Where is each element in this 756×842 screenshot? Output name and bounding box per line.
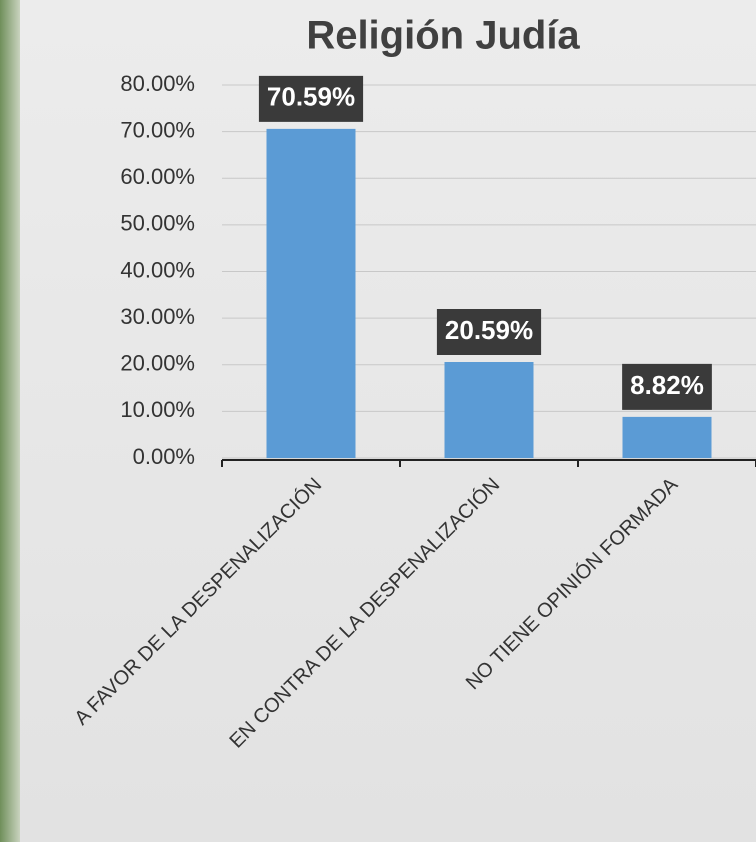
y-tick-label: 20.00% [120, 351, 195, 376]
y-tick-label: 30.00% [120, 304, 195, 329]
y-tick-label: 40.00% [120, 257, 195, 282]
bar [622, 416, 712, 458]
bar [266, 128, 356, 458]
y-tick-label: 50.00% [120, 211, 195, 236]
side-strip [0, 0, 20, 842]
data-label-box [436, 308, 542, 355]
data-label: 8.82% [630, 370, 704, 400]
y-tick-label: 0.00% [133, 444, 195, 469]
data-label-box [258, 75, 364, 122]
y-tick-label: 10.00% [120, 397, 195, 422]
data-label-box [622, 363, 712, 410]
data-label: 70.59% [267, 82, 355, 112]
y-tick-label: 80.00% [120, 71, 195, 96]
data-label: 20.59% [445, 315, 533, 345]
bar [444, 361, 534, 458]
y-tick-label: 60.00% [120, 164, 195, 189]
y-tick-label: 70.00% [120, 117, 195, 142]
chart-title: Religión Judía [306, 14, 580, 58]
